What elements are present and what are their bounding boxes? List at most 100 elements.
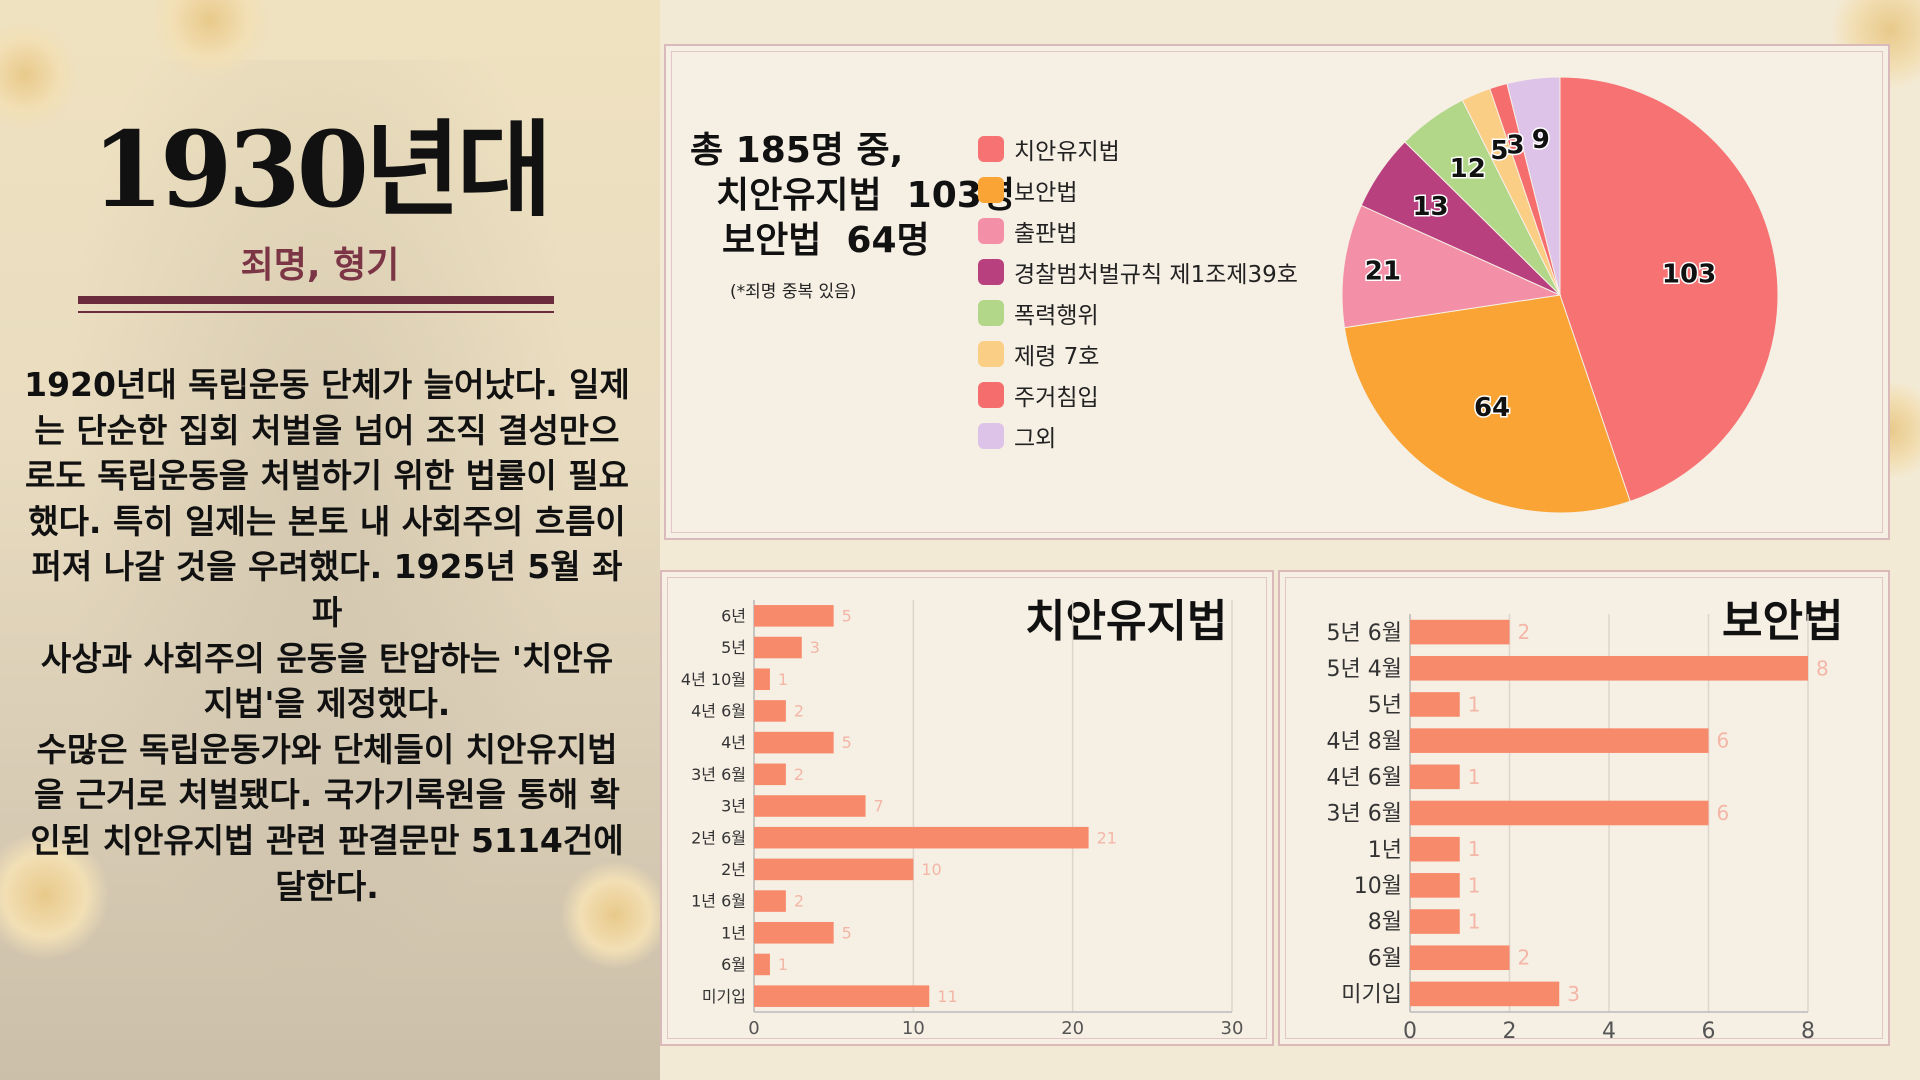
legend-swatch bbox=[978, 381, 1004, 408]
chart-title-chian: 치안유지법 bbox=[1025, 596, 1228, 647]
category-label: 6년 bbox=[721, 606, 746, 625]
x-tick-label: 0 bbox=[748, 1018, 759, 1039]
page-title: 1930년대 bbox=[91, 108, 553, 231]
category-label: 5년 bbox=[721, 638, 746, 657]
bar bbox=[754, 921, 834, 944]
pie-slice bbox=[1341, 204, 1562, 329]
bar bbox=[1410, 981, 1560, 1007]
category-label: 1년 6월 bbox=[691, 892, 746, 911]
page-subtitle: 죄명, 형기 bbox=[240, 245, 400, 286]
category-label: 10월 bbox=[1354, 874, 1402, 899]
pie-value-label: 13 bbox=[1412, 192, 1448, 222]
legend-swatch bbox=[978, 135, 1004, 162]
data-label: 1 bbox=[1468, 873, 1481, 897]
description-paragraph: 1920년대 독립운동 단체가 늘어났다. 일제 는 단순한 집회 처벌을 넘어… bbox=[24, 365, 630, 906]
data-label: 1 bbox=[1468, 765, 1481, 789]
legend-label: 치안유지법 bbox=[1014, 138, 1120, 165]
data-label: 2 bbox=[794, 892, 804, 911]
bar bbox=[1410, 655, 1808, 681]
data-label: 6 bbox=[1717, 801, 1730, 825]
bar bbox=[1410, 873, 1460, 898]
category-label: 6월 bbox=[721, 955, 746, 974]
x-tick-label: 20 bbox=[1061, 1018, 1084, 1039]
legend-label: 그외 bbox=[1014, 425, 1057, 452]
legend-swatch bbox=[978, 299, 1004, 326]
category-label: 4년 10월 bbox=[681, 670, 746, 689]
data-label: 7 bbox=[874, 797, 884, 816]
pie-slice bbox=[1559, 76, 1779, 503]
legend-item: 보안법 bbox=[978, 169, 1298, 210]
legend-item: 주거침입 bbox=[978, 374, 1298, 415]
data-label: 5 bbox=[842, 733, 852, 752]
legend-label: 출판법 bbox=[1014, 220, 1078, 247]
summary-total: 총 185명 중, bbox=[690, 130, 904, 171]
title-divider bbox=[78, 296, 554, 304]
flower-decoration bbox=[560, 860, 670, 970]
bar bbox=[1410, 836, 1460, 862]
data-label: 21 bbox=[1097, 828, 1117, 847]
category-label: 5년 bbox=[1368, 693, 1402, 718]
category-label: 2년 6월 bbox=[691, 828, 746, 847]
bar bbox=[754, 668, 770, 691]
data-label: 3 bbox=[810, 638, 820, 657]
legend-label: 폭력행위 bbox=[1014, 302, 1099, 329]
bar bbox=[754, 795, 866, 817]
data-label: 2 bbox=[1518, 620, 1531, 644]
bar bbox=[1410, 800, 1709, 826]
legend-swatch bbox=[978, 176, 1004, 203]
bar bbox=[754, 636, 802, 659]
pie-value-label: 5 bbox=[1490, 136, 1508, 166]
bar bbox=[1410, 692, 1460, 717]
legend-item: 경찰범처벌규칙 제1조제39호 bbox=[978, 251, 1298, 292]
bar bbox=[1410, 909, 1460, 934]
x-tick-label: 4 bbox=[1602, 1019, 1616, 1044]
legend-label: 경찰범처벌규칙 제1조제39호 bbox=[1014, 261, 1298, 288]
category-label: 1년 bbox=[1368, 838, 1402, 863]
bar bbox=[754, 826, 1089, 849]
x-tick-label: 0 bbox=[1403, 1019, 1417, 1044]
category-label: 3년 6월 bbox=[691, 765, 746, 784]
pie-value-label: 103 bbox=[1662, 260, 1716, 290]
data-label: 2 bbox=[794, 702, 804, 721]
category-label: 8월 bbox=[1368, 910, 1402, 935]
data-label: 1 bbox=[778, 955, 788, 974]
pie-value-label: 9 bbox=[1532, 125, 1550, 155]
legend-label: 보안법 bbox=[1014, 179, 1078, 206]
bar bbox=[754, 890, 786, 912]
category-label: 4년 6월 bbox=[691, 702, 746, 721]
summary-boan: 보안법 64명 bbox=[722, 220, 930, 261]
category-label: 4년 bbox=[721, 733, 746, 752]
category-label: 2년 bbox=[721, 860, 746, 879]
data-label: 5 bbox=[842, 606, 852, 625]
data-label: 11 bbox=[937, 987, 957, 1006]
data-label: 5 bbox=[842, 923, 852, 942]
data-label: 2 bbox=[1518, 946, 1531, 970]
bar bbox=[1410, 764, 1460, 790]
pie-value-label: 12 bbox=[1450, 154, 1486, 184]
x-tick-label: 30 bbox=[1221, 1018, 1244, 1039]
data-label: 3 bbox=[1567, 982, 1580, 1006]
legend-item: 치안유지법 bbox=[978, 128, 1298, 169]
data-label: 10 bbox=[921, 860, 941, 879]
bar bbox=[754, 858, 914, 881]
category-label: 6월 bbox=[1368, 946, 1402, 971]
pie-value-label: 64 bbox=[1474, 393, 1510, 423]
data-label: 1 bbox=[1468, 910, 1481, 934]
left-background bbox=[0, 0, 660, 1080]
pie-value-label: 3 bbox=[1507, 130, 1525, 160]
legend-item: 출판법 bbox=[978, 210, 1298, 251]
category-label: 5년 4월 bbox=[1327, 657, 1402, 682]
data-label: 1 bbox=[1468, 837, 1481, 861]
chart-title-boan: 보안법 bbox=[1722, 596, 1844, 647]
data-label: 6 bbox=[1717, 729, 1730, 753]
legend-swatch bbox=[978, 258, 1004, 285]
pie-legend: 치안유지법 보안법 출판법 경찰범처벌규칙 제1조제39호 폭력행위 제령 7호… bbox=[978, 128, 1298, 456]
bar bbox=[754, 985, 930, 1007]
category-label: 미기입 bbox=[702, 987, 746, 1006]
bar bbox=[754, 731, 834, 754]
pie-slice bbox=[1343, 294, 1631, 514]
data-label: 1 bbox=[778, 670, 788, 689]
legend-item: 제령 7호 bbox=[978, 333, 1298, 374]
pie-slice bbox=[1506, 76, 1561, 296]
